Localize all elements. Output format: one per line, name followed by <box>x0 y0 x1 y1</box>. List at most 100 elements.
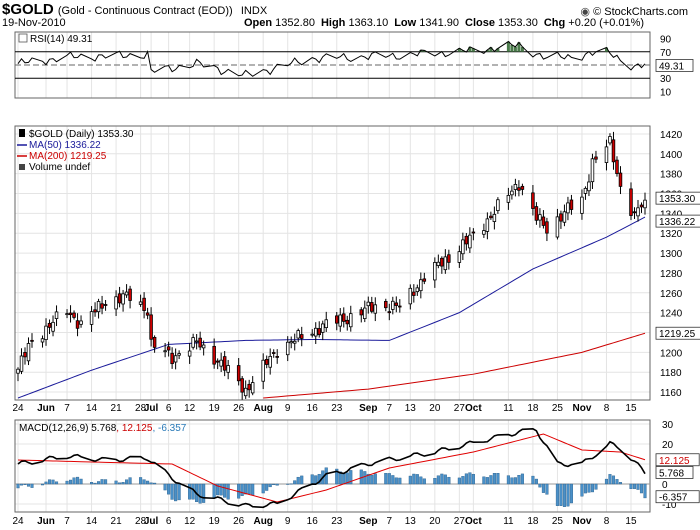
macd-histogram-bar <box>223 483 227 498</box>
macd-histogram-bar <box>40 483 45 486</box>
macd-histogram-bar <box>125 479 129 485</box>
candle-body <box>566 202 570 214</box>
macd-histogram-bar <box>121 482 125 485</box>
ohlc-value: +0.20 (+0.01%) <box>568 17 645 29</box>
x-axis-label: 25 <box>552 516 564 527</box>
macd-histogram-bar <box>226 483 230 500</box>
candle-body <box>394 302 399 306</box>
x-axis-label: 6 <box>166 403 172 414</box>
rsi-overbought-fill <box>118 41 608 52</box>
candle-body <box>250 382 255 394</box>
x-axis-label: 8 <box>604 516 610 527</box>
candle-body <box>632 211 637 214</box>
candle-body <box>222 356 227 371</box>
x-axis-label: 7 <box>387 516 393 527</box>
macd-legend: MACD(12,26,9) 5.768, 12.125, -6.357 <box>19 423 187 434</box>
rsi-tick-label: 70 <box>660 48 672 59</box>
candle-body <box>317 328 321 336</box>
x-axis-label: 8 <box>604 403 610 414</box>
candle-body <box>166 346 171 351</box>
candle-body <box>212 345 216 365</box>
candle-body <box>65 313 69 316</box>
x-axis-label: Sep <box>359 516 377 527</box>
macd-histogram-bar <box>149 482 153 485</box>
candle-body <box>513 183 518 190</box>
x-axis-label: 21 <box>111 403 123 414</box>
macd-histogram-bar <box>349 470 353 485</box>
macd-histogram-bar <box>408 475 412 485</box>
macd-histogram-bar <box>170 483 174 500</box>
macd-histogram-bar <box>54 481 59 485</box>
macd-histogram-bar <box>457 477 461 485</box>
x-axis-label: 19 <box>209 516 221 527</box>
macd-histogram-bar <box>541 483 545 493</box>
candle-body <box>615 159 619 174</box>
candle-body <box>19 355 24 372</box>
price-legend-candle-icon <box>19 129 25 137</box>
candle-body <box>338 314 343 327</box>
volume-legend-icon <box>19 164 25 170</box>
macd-tick-label: 0 <box>662 480 668 491</box>
candle-body <box>604 146 609 163</box>
rsi-tick-label: 30 <box>660 74 672 85</box>
macd-histogram-bar <box>415 474 419 485</box>
candle-body <box>611 139 616 163</box>
candle-body <box>534 206 539 221</box>
candle-body <box>492 213 497 222</box>
ma200-value-flag: 1219.25 <box>659 329 696 340</box>
candle-body <box>194 340 199 343</box>
candle-body <box>219 359 223 367</box>
candle-body <box>271 352 276 354</box>
candle-body <box>96 301 101 313</box>
x-axis-label: 26 <box>233 516 245 527</box>
candle-body <box>510 190 514 196</box>
candle-body <box>391 300 395 310</box>
candle-body <box>643 199 647 209</box>
macd-histogram-bar <box>433 478 437 485</box>
candle-body <box>44 325 48 340</box>
candle-body <box>138 301 143 305</box>
close-value-flag: 1353.30 <box>659 194 696 205</box>
macd-histogram-bar <box>23 483 27 485</box>
macd-histogram-bar <box>342 473 346 485</box>
macd-histogram-bar <box>482 476 486 485</box>
macd-histogram-bar <box>398 477 402 485</box>
candle-body <box>496 199 500 211</box>
x-axis-label: 11 <box>503 403 514 414</box>
macd-histogram-bar <box>545 483 549 495</box>
ohlc-bar: Open 1352.80 High 1363.10 Low 1341.90 Close… <box>244 17 650 29</box>
macd-histogram-bar <box>216 483 220 496</box>
macd-histogram-bar <box>412 473 416 485</box>
macd-histogram-bar <box>464 473 468 485</box>
candle-body <box>342 313 346 322</box>
x-axis-label: 13 <box>405 516 417 527</box>
macd-histogram-bar <box>296 476 300 485</box>
rsi-legend-swatch <box>18 33 28 43</box>
macd-histogram-bar <box>391 475 395 485</box>
candle-body <box>292 340 297 344</box>
candle-body <box>639 204 644 208</box>
ohlc-value: 1353.30 <box>498 17 538 29</box>
macd-histogram-bar <box>531 475 535 485</box>
candle-body <box>145 312 150 316</box>
rsi-legend: RSI(14) 49.31 <box>30 34 93 45</box>
price-tick-label: 1380 <box>660 170 683 181</box>
macd-legend-part: MACD(12,26,9) <box>19 423 88 434</box>
x-axis-label: 14 <box>86 516 98 527</box>
rsi-tick-label: 10 <box>660 87 672 98</box>
macd-histogram-bar <box>366 473 370 485</box>
price-tick-label: 1420 <box>660 130 683 141</box>
candle-body <box>236 365 241 382</box>
x-axis-label: 12 <box>184 403 196 414</box>
macd-histogram-bar <box>44 481 48 485</box>
macd-histogram-bar <box>275 483 279 486</box>
chart-date: 19-Nov-2010 <box>2 17 66 29</box>
candle-body <box>289 341 293 344</box>
macd-histogram-bar <box>72 477 76 485</box>
x-axis-label: 20 <box>429 403 441 414</box>
x-axis-label: Nov <box>572 403 591 414</box>
macd-histogram-bar <box>68 479 73 485</box>
price-legend-item: $GOLD (Daily) 1353.30 <box>29 129 134 140</box>
candle-body <box>191 337 195 348</box>
price-tick-label: 1260 <box>660 289 683 300</box>
